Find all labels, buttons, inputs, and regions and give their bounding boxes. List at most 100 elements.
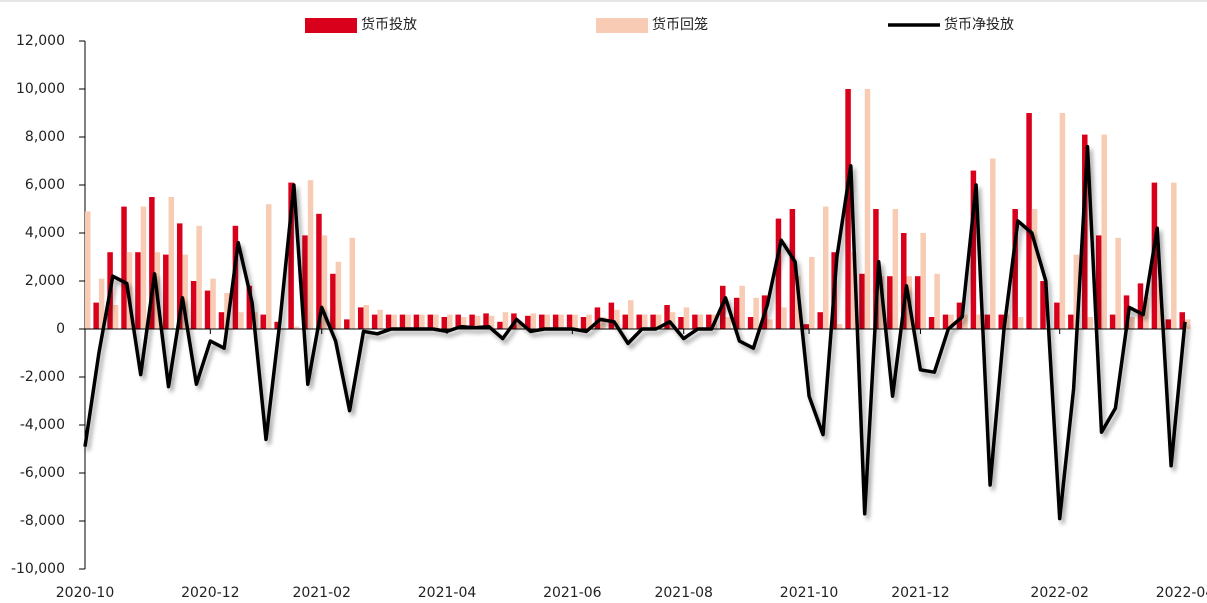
bar [441, 317, 448, 329]
bar [622, 314, 629, 329]
bar [781, 307, 787, 329]
bar [1031, 209, 1038, 329]
bar [238, 312, 244, 329]
bar [614, 309, 620, 329]
bar [363, 305, 369, 329]
bar [552, 314, 559, 329]
bar [845, 89, 851, 329]
bar [460, 317, 467, 329]
bar [302, 235, 308, 329]
bar [204, 290, 211, 329]
bar [586, 314, 592, 329]
bar [664, 305, 670, 329]
bar [168, 197, 175, 329]
bar [692, 314, 698, 329]
bar [836, 324, 843, 329]
bar [566, 314, 573, 329]
bar [293, 326, 300, 329]
y-tick-label: 2,000 [25, 273, 65, 289]
bar [942, 314, 949, 329]
bar [385, 314, 392, 329]
x-tick-label: 2021-10 [780, 585, 839, 601]
bar [377, 309, 383, 329]
bar [962, 314, 968, 329]
bar [455, 314, 461, 329]
x-tick-label: 2021-12 [891, 585, 950, 601]
y-tick-label: 0 [56, 321, 65, 337]
x-tick-label: 2022-04 [1156, 585, 1207, 601]
bar [733, 297, 740, 329]
bar [474, 315, 481, 329]
y-tick-label: -4,000 [20, 417, 65, 433]
y-tick-label: -2,000 [20, 369, 65, 385]
bar [190, 281, 197, 329]
bar [135, 252, 141, 329]
bar [1012, 209, 1018, 329]
bar [1115, 237, 1121, 329]
bar [928, 317, 935, 329]
bar [1129, 317, 1135, 329]
legend-label: 货币投放 [361, 16, 417, 33]
y-tick-label: 10,000 [16, 81, 65, 97]
x-tick-label: 2020-10 [56, 585, 115, 601]
bar [580, 317, 587, 329]
bar [1054, 302, 1060, 329]
legend-swatch [596, 18, 648, 33]
bar [600, 317, 606, 329]
bar [427, 314, 434, 329]
bar [914, 276, 921, 329]
bar [149, 197, 155, 329]
bar [1123, 295, 1130, 329]
bar [246, 285, 253, 329]
bar [538, 314, 545, 329]
bar [892, 209, 899, 329]
legend-label: 货币回笼 [652, 16, 708, 33]
bar [558, 314, 564, 329]
bar [697, 314, 704, 329]
bar [316, 213, 322, 329]
bar [850, 252, 857, 329]
y-tick-label: 6,000 [25, 177, 65, 193]
legend-label: 货币净投放 [944, 16, 1014, 33]
bar [822, 206, 829, 329]
bar [789, 209, 796, 329]
bar [344, 319, 350, 329]
bar [419, 314, 425, 329]
x-tick-label: 2021-02 [292, 585, 351, 601]
bar [85, 211, 91, 329]
bar [1003, 314, 1010, 329]
bar [920, 233, 926, 329]
bar [753, 297, 759, 329]
bar [121, 206, 127, 329]
bar [901, 233, 907, 329]
bar [502, 312, 509, 329]
bar [335, 261, 342, 329]
bar [594, 307, 601, 329]
bar [948, 314, 954, 329]
bar [330, 273, 336, 329]
bar [984, 314, 991, 329]
bar [775, 218, 782, 329]
bar [232, 225, 239, 329]
bar [1179, 312, 1185, 329]
legend-swatch [305, 18, 357, 33]
bar [669, 312, 676, 329]
bar [725, 317, 732, 329]
bar [641, 314, 648, 329]
line [83, 144, 1187, 521]
x-tick-label: 2022-02 [1030, 585, 1089, 601]
bar [678, 317, 684, 329]
bar [182, 254, 188, 329]
y-tick-label: 4,000 [25, 225, 65, 241]
bar [433, 314, 439, 329]
x-tick-label: 2021-08 [654, 585, 713, 601]
bar [976, 314, 982, 329]
bar [1017, 317, 1024, 329]
bar [683, 307, 690, 329]
bar [628, 300, 634, 329]
bar [98, 278, 105, 329]
bar [140, 206, 147, 329]
bar [516, 323, 523, 329]
bar [956, 302, 963, 329]
